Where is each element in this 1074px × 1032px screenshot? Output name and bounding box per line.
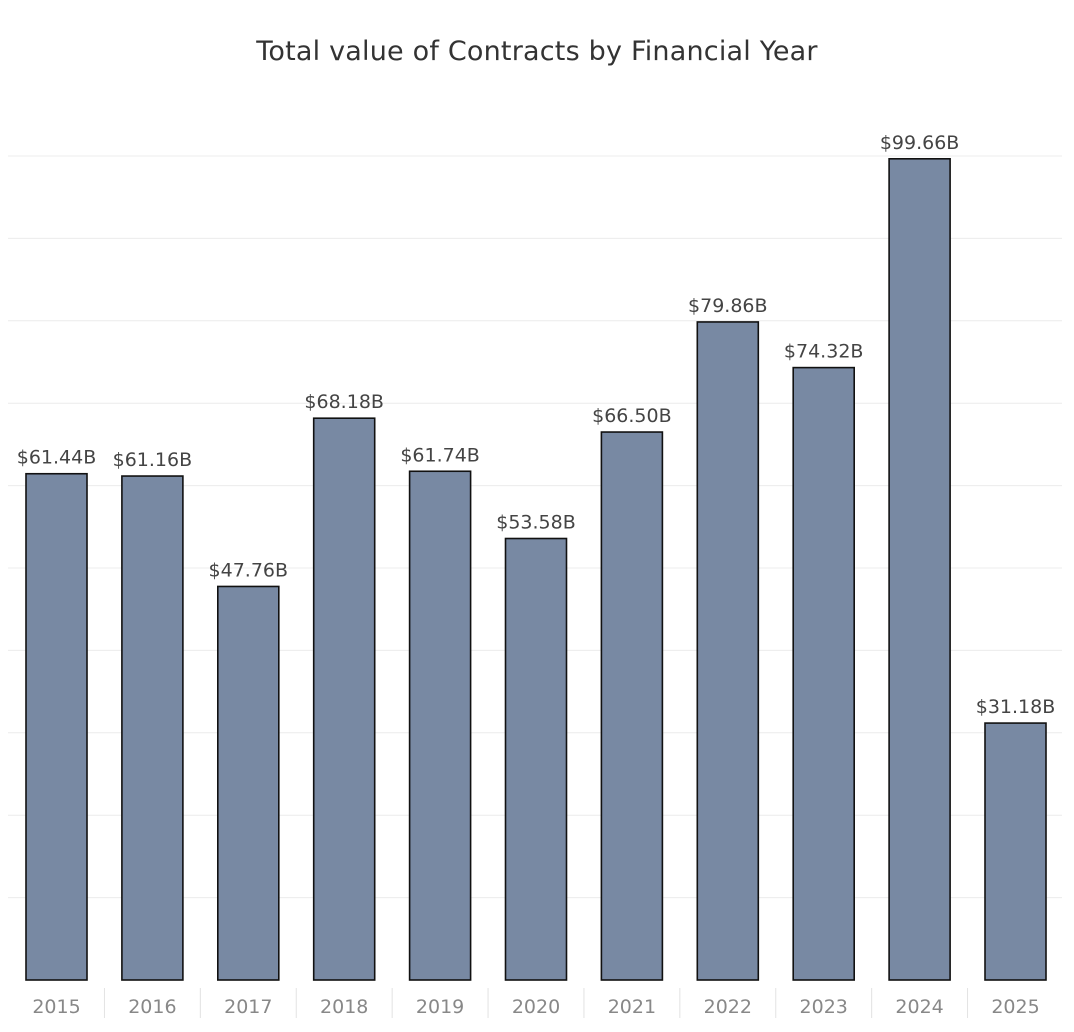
bar-2025[interactable]	[984, 722, 1047, 981]
chart-title: Total value of Contracts by Financial Ye…	[256, 36, 818, 67]
data-label-2025: $31.18B	[976, 696, 1056, 718]
bar-2023[interactable]	[792, 366, 856, 981]
data-label-2022: $79.86B	[688, 295, 768, 317]
data-label-2015: $61.44B	[17, 447, 97, 469]
x-tick-label-2021: 2021	[608, 996, 656, 1018]
data-label-2019: $61.74B	[400, 444, 480, 466]
data-label-2024: $99.66B	[880, 132, 960, 154]
bar-2018[interactable]	[312, 417, 376, 981]
data-labels: $61.44B $61.16B $47.76B $68.18B $61.74B $53.5…	[17, 132, 1056, 718]
bar-2019[interactable]	[408, 470, 472, 981]
x-tick-label-2022: 2022	[704, 996, 752, 1018]
x-tick-label-2016: 2016	[128, 996, 176, 1018]
bar-2024[interactable]	[888, 158, 951, 981]
bar-2016[interactable]	[121, 475, 184, 981]
x-tick-label-2019: 2019	[416, 996, 464, 1018]
x-tick-label-2025: 2025	[991, 996, 1039, 1018]
bar-2015[interactable]	[25, 472, 88, 981]
data-label-2018: $68.18B	[304, 391, 384, 413]
data-label-2017: $47.76B	[209, 559, 289, 581]
bar-2021[interactable]	[600, 431, 664, 981]
data-label-2021: $66.50B	[592, 405, 672, 427]
x-tick-label-2020: 2020	[512, 996, 560, 1018]
x-tick-label-2024: 2024	[895, 996, 943, 1018]
data-label-2020: $53.58B	[496, 512, 576, 534]
data-label-2016: $61.16B	[113, 449, 193, 471]
x-tick-label-2023: 2023	[800, 996, 848, 1018]
bar-2022[interactable]	[696, 321, 760, 981]
bars	[25, 158, 1047, 981]
bar-2017[interactable]	[217, 585, 280, 981]
bar-2020[interactable]	[504, 537, 568, 981]
x-tick-label-2017: 2017	[224, 996, 272, 1018]
data-label-2023: $74.32B	[784, 341, 864, 363]
x-tick-label-2018: 2018	[320, 996, 368, 1018]
x-axis: 2015 2016 2017 2018 2019 2020 2021 2022 2023 2024…	[32, 988, 1040, 1018]
x-tick-label-2015: 2015	[32, 996, 80, 1018]
